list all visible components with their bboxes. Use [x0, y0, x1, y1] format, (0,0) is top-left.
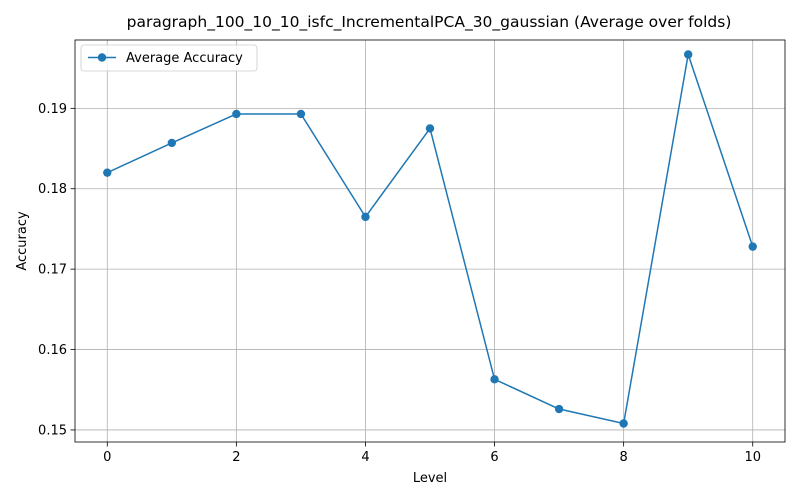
- legend-marker-swatch: [97, 53, 107, 62]
- x-axis-title: Level: [413, 471, 447, 486]
- series-line: [106, 53, 754, 425]
- plot-area-frame: [74, 39, 786, 443]
- x-tick-label: 8: [619, 450, 627, 465]
- x-tick-label: 10: [744, 450, 761, 465]
- x-tick-label: 4: [361, 450, 369, 465]
- x-axis-ticks: 0 2 4 6 8 10: [103, 442, 761, 465]
- legend-label: Average Accuracy: [126, 51, 243, 66]
- x-tick-label: 0: [103, 450, 111, 465]
- data-point: [619, 419, 628, 428]
- x-tick-label: 6: [490, 450, 498, 465]
- series-layer: [103, 50, 757, 428]
- y-tick-label: 0.19: [38, 102, 67, 117]
- data-point: [554, 404, 564, 414]
- data-point: [167, 138, 177, 148]
- data-point: [103, 168, 112, 177]
- data-point: [425, 124, 435, 133]
- legend-box: [80, 44, 258, 72]
- data-point: [296, 109, 306, 119]
- y-tick-label: 0.16: [38, 343, 67, 358]
- y-tick-label: 0.17: [38, 263, 67, 278]
- y-axis-ticks: 0.15 0.16 0.17 0.18 0.19: [38, 102, 75, 438]
- y-axis-title: Accuracy: [15, 211, 30, 271]
- chart-title: paragraph_100_10_10_isfc_IncrementalPCA_…: [127, 13, 732, 32]
- y-tick-label: 0.18: [38, 182, 67, 197]
- y-tick-label: 0.15: [38, 423, 67, 438]
- data-point: [361, 212, 370, 222]
- data-point: [683, 50, 693, 59]
- data-point: [490, 375, 499, 384]
- grid: [75, 40, 785, 442]
- data-point: [232, 109, 241, 119]
- data-point: [748, 242, 757, 251]
- x-tick-label: 2: [232, 450, 240, 465]
- legend: Average Accuracy: [80, 44, 258, 72]
